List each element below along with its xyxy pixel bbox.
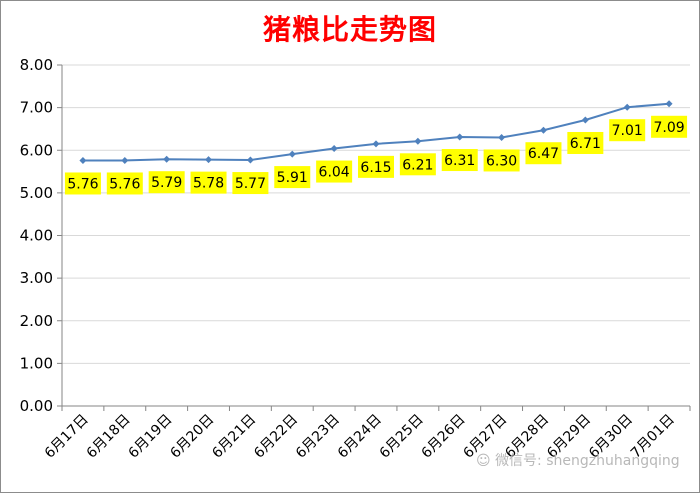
data-label-text: 5.79 xyxy=(151,175,182,191)
data-label: 7.01 xyxy=(609,119,646,142)
y-tick-labels: 0.00 1.00 2.00 3.00 4.00 5.00 6.00 7.00 8.00 xyxy=(20,56,53,415)
data-label-bg xyxy=(148,171,185,194)
data-point xyxy=(539,126,547,134)
data-label: 6.21 xyxy=(399,153,436,176)
data-point xyxy=(665,100,673,108)
data-label-text: 6.15 xyxy=(360,160,391,176)
y-tick-label: 5.00 xyxy=(20,184,53,202)
x-tick-label: 6月23日 xyxy=(293,412,343,462)
series-line xyxy=(79,100,673,164)
y-tick-label: 6.00 xyxy=(20,141,53,159)
data-point xyxy=(456,133,464,141)
data-label-text: 7.09 xyxy=(653,120,684,136)
y-tick-label: 0.00 xyxy=(20,397,53,415)
data-label-text: 5.76 xyxy=(67,176,98,192)
x-tick-label: 6月26日 xyxy=(419,412,469,462)
data-point xyxy=(581,116,589,124)
data-point xyxy=(246,156,254,164)
data-label: 7.09 xyxy=(651,115,688,138)
data-label: 6.47 xyxy=(525,142,562,165)
y-tick-label: 8.00 xyxy=(20,56,53,74)
data-label-text: 6.47 xyxy=(528,146,559,162)
gridlines xyxy=(62,64,690,364)
data-label-bg xyxy=(232,172,269,195)
y-tick-label: 4.00 xyxy=(20,227,53,245)
data-label: 5.91 xyxy=(274,166,311,189)
data-point xyxy=(79,156,87,164)
data-label-bg xyxy=(567,131,604,154)
data-label: 5.79 xyxy=(148,171,185,194)
data-point xyxy=(372,140,380,148)
data-label-bg xyxy=(358,155,394,178)
data-label-bg xyxy=(190,171,227,194)
data-label-bg xyxy=(525,142,562,165)
axes xyxy=(57,64,691,411)
data-label-text: 5.77 xyxy=(235,176,266,192)
data-label-bg xyxy=(316,160,353,183)
data-point xyxy=(163,155,171,163)
data-label-text: 6.04 xyxy=(319,165,350,181)
y-tick-label: 1.00 xyxy=(20,354,53,372)
y-tick-label: 3.00 xyxy=(20,269,53,287)
y-tick-label: 2.00 xyxy=(20,312,53,330)
chart-title: 猪粮比走势图 xyxy=(262,13,437,46)
x-tick-label: 6月21日 xyxy=(209,412,259,462)
watermark: ☺ 微信号: shengzhuhangqing xyxy=(476,450,680,470)
x-tick-label: 6月25日 xyxy=(377,412,427,462)
x-tick-label: 6月22日 xyxy=(251,412,301,462)
x-tick-label: 6月19日 xyxy=(125,412,175,462)
data-point xyxy=(498,133,506,141)
data-point xyxy=(288,150,296,158)
y-tick-label: 7.00 xyxy=(20,99,53,117)
data-label: 5.76 xyxy=(106,172,143,195)
data-label-text: 5.76 xyxy=(109,176,140,192)
data-label-text: 5.78 xyxy=(193,176,224,192)
data-label: 5.78 xyxy=(190,171,227,194)
data-label-text: 6.31 xyxy=(444,153,475,169)
data-label-bg xyxy=(609,119,646,142)
data-label: 6.30 xyxy=(483,149,520,172)
data-label-bg xyxy=(399,153,436,176)
data-point xyxy=(623,103,631,111)
x-tick-label: 6月20日 xyxy=(167,412,217,462)
x-tick-label: 6月18日 xyxy=(84,412,134,462)
data-point xyxy=(414,137,422,145)
data-label-bg xyxy=(64,172,101,195)
data-point xyxy=(330,145,338,153)
data-labels: 5.76 5.76 5.79 5.78 5.77 5.91 6.04 6.15 6.21 6.31… xyxy=(64,115,688,195)
data-label-text: 6.30 xyxy=(486,153,517,169)
data-label-text: 5.91 xyxy=(277,170,308,186)
x-tick-label: 6月17日 xyxy=(42,412,92,462)
data-point xyxy=(205,156,213,164)
data-label-text: 7.01 xyxy=(612,123,643,139)
data-point xyxy=(121,156,129,164)
data-label: 6.04 xyxy=(316,160,353,183)
data-label: 5.76 xyxy=(64,172,101,195)
watermark-text: 微信号: shengzhuhangqing xyxy=(495,453,680,469)
data-label-bg xyxy=(274,166,311,189)
data-label-text: 6.71 xyxy=(570,136,601,152)
data-label-bg xyxy=(651,115,688,138)
data-label-bg xyxy=(106,172,143,195)
data-label: 6.31 xyxy=(441,149,478,172)
data-label-bg xyxy=(441,149,478,172)
data-label: 6.71 xyxy=(567,131,604,154)
wechat-icon: ☺ xyxy=(476,453,491,469)
data-label: 6.15 xyxy=(358,155,394,178)
data-label: 5.77 xyxy=(232,172,269,195)
x-tick-label: 6月24日 xyxy=(335,412,385,462)
data-label-bg xyxy=(483,149,520,172)
data-label-text: 6.21 xyxy=(402,157,433,173)
